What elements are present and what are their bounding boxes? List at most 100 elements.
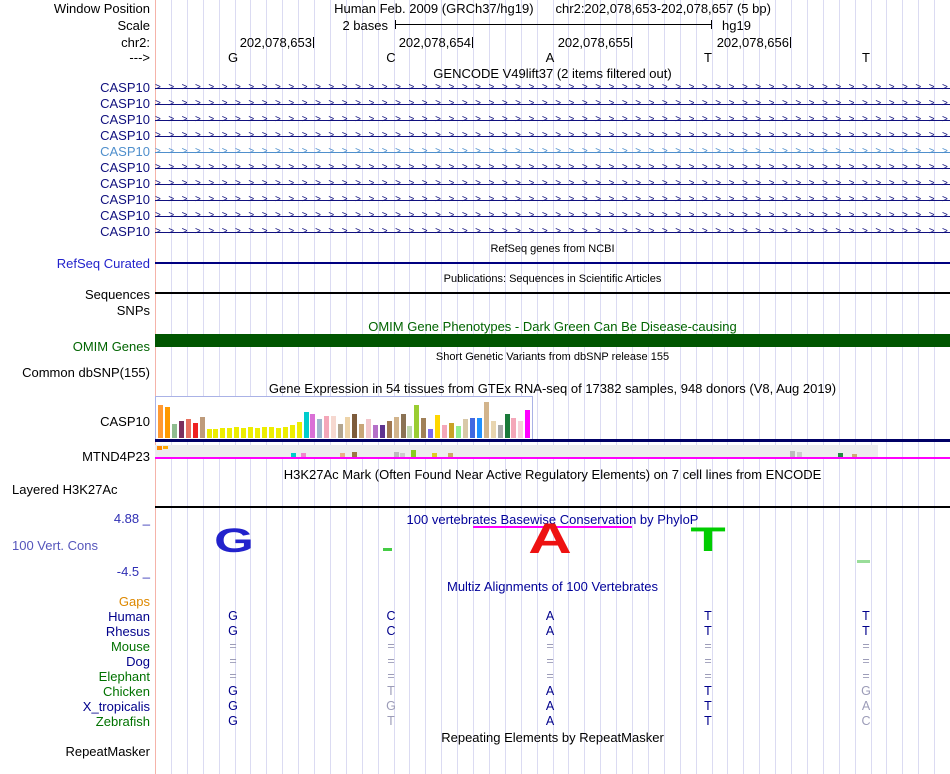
gtex-bar[interactable] [518, 421, 524, 438]
species-label-rhesus[interactable]: Rhesus [105, 624, 150, 639]
omim-gene-bar[interactable] [155, 334, 950, 347]
mtnd4p23-bar[interactable] [340, 453, 345, 457]
gtex-bar[interactable] [303, 412, 309, 438]
mtnd4p23-bar[interactable] [448, 453, 453, 457]
gene-label-casp10[interactable]: CASP10 [100, 144, 150, 159]
gtex-bar[interactable] [407, 426, 413, 438]
gtex-bar[interactable] [185, 419, 191, 438]
species-label-elephant[interactable]: Elephant [98, 669, 150, 684]
gene-transcript-row[interactable]: >>>>>>>>>>>>>>>>>>>>>>>>>>>>>>>>>>>>>>>>… [155, 128, 950, 144]
species-label-mouse[interactable]: Mouse [110, 639, 150, 654]
gtex-bar[interactable] [338, 424, 344, 438]
mtnd4p23-label[interactable]: MTND4P23 [82, 449, 150, 464]
dbsnp-label[interactable]: Common dbSNP(155) [22, 365, 150, 380]
gtex-bar[interactable] [428, 429, 434, 438]
gtex-bar[interactable] [206, 429, 212, 438]
refseq-gene-line[interactable] [155, 262, 950, 264]
gtex-bar[interactable] [442, 425, 448, 438]
gene-transcript-row[interactable]: >>>>>>>>>>>>>>>>>>>>>>>>>>>>>>>>>>>>>>>>… [155, 112, 950, 128]
mtnd4p23-bar[interactable] [163, 446, 168, 449]
gtex-bar[interactable] [455, 426, 461, 438]
species-label-human[interactable]: Human [108, 609, 150, 624]
gtex-bar[interactable] [192, 423, 198, 438]
gtex-bar[interactable] [352, 414, 358, 438]
gene-label-casp10[interactable]: CASP10 [100, 192, 150, 207]
gaps-label[interactable]: Gaps [118, 594, 150, 609]
gtex-bar[interactable] [449, 423, 455, 438]
gtex-bar[interactable] [213, 429, 219, 438]
gtex-bar[interactable] [310, 414, 316, 438]
conservation-letter[interactable]: T [690, 521, 726, 559]
gtex-bar[interactable] [400, 414, 406, 438]
gtex-bar[interactable] [393, 417, 399, 438]
gtex-bar[interactable] [469, 418, 475, 438]
gtex-bar[interactable] [171, 424, 177, 438]
gtex-gene-label[interactable]: CASP10 [100, 414, 150, 429]
mtnd4p23-bar[interactable] [291, 453, 296, 457]
gtex-bar[interactable] [275, 428, 281, 438]
gene-transcript-row[interactable]: >>>>>>>>>>>>>>>>>>>>>>>>>>>>>>>>>>>>>>>>… [155, 96, 950, 112]
gene-transcript-row[interactable]: >>>>>>>>>>>>>>>>>>>>>>>>>>>>>>>>>>>>>>>>… [155, 80, 950, 96]
sequences-label[interactable]: Sequences [84, 287, 150, 302]
species-label-dog[interactable]: Dog [126, 654, 150, 669]
gtex-bar[interactable] [421, 418, 427, 438]
species-label-x_tropicalis[interactable]: X_tropicalis [82, 699, 150, 714]
gtex-bar[interactable] [504, 414, 510, 438]
gtex-bar[interactable] [234, 427, 240, 438]
h3k27ac-baseline[interactable] [155, 506, 950, 508]
gtex-bar[interactable] [497, 425, 503, 438]
mtnd4p23-bar[interactable] [838, 453, 843, 457]
conservation-dash[interactable] [383, 548, 392, 551]
mtnd4p23-bar[interactable] [790, 451, 795, 457]
gtex-bar[interactable] [476, 418, 482, 438]
gtex-baseline[interactable] [155, 439, 950, 442]
gene-transcript-row[interactable]: >>>>>>>>>>>>>>>>>>>>>>>>>>>>>>>>>>>>>>>>… [155, 176, 950, 192]
gtex-bar[interactable] [268, 427, 274, 438]
gtex-bar[interactable] [296, 422, 302, 438]
gtex-bar[interactable] [435, 415, 441, 438]
mtnd4p23-bar[interactable] [157, 446, 162, 450]
conservation-letter[interactable]: A [528, 515, 572, 563]
h3k27ac-label[interactable]: Layered H3K27Ac [12, 482, 118, 497]
conservation-dash[interactable] [857, 560, 870, 563]
conservation-label[interactable]: 100 Vert. Cons [12, 538, 98, 553]
gtex-bar[interactable] [414, 405, 420, 438]
species-label-zebrafish[interactable]: Zebrafish [95, 714, 150, 729]
gene-transcript-row[interactable]: >>>>>>>>>>>>>>>>>>>>>>>>>>>>>>>>>>>>>>>>… [155, 192, 950, 208]
gene-label-casp10[interactable]: CASP10 [100, 176, 150, 191]
gtex-bar[interactable] [345, 417, 351, 438]
conservation-letter[interactable]: G [214, 522, 254, 560]
gtex-bar[interactable] [255, 428, 261, 438]
gtex-bar[interactable] [324, 416, 330, 438]
mtnd4p23-track[interactable] [155, 445, 878, 457]
gtex-bar[interactable] [511, 418, 517, 438]
gtex-bar[interactable] [178, 421, 184, 438]
gtex-bar[interactable] [220, 428, 226, 438]
gene-label-casp10[interactable]: CASP10 [100, 128, 150, 143]
mtnd4p23-bar[interactable] [432, 453, 437, 457]
gtex-bar[interactable] [248, 427, 254, 438]
gtex-bar[interactable] [317, 419, 323, 438]
gtex-bar[interactable] [386, 421, 392, 438]
mtnd4p23-bar[interactable] [400, 453, 405, 457]
mtnd4p23-bar[interactable] [852, 454, 857, 457]
gtex-bar[interactable] [358, 424, 364, 438]
gene-label-casp10[interactable]: CASP10 [100, 224, 150, 239]
gtex-bar[interactable] [483, 402, 489, 438]
gene-transcript-row[interactable]: >>>>>>>>>>>>>>>>>>>>>>>>>>>>>>>>>>>>>>>>… [155, 224, 950, 240]
gtex-bar[interactable] [379, 425, 385, 438]
gene-transcript-row[interactable]: >>>>>>>>>>>>>>>>>>>>>>>>>>>>>>>>>>>>>>>>… [155, 160, 950, 176]
gtex-bar[interactable] [525, 410, 531, 438]
gene-label-casp10[interactable]: CASP10 [100, 112, 150, 127]
refseq-curated-label[interactable]: RefSeq Curated [56, 256, 150, 271]
omim-genes-label[interactable]: OMIM Genes [72, 339, 150, 354]
gtex-bar[interactable] [365, 419, 371, 438]
snps-label[interactable]: SNPs [116, 303, 150, 318]
mtnd4p23-bar[interactable] [797, 452, 802, 457]
gene-label-casp10[interactable]: CASP10 [100, 96, 150, 111]
mtnd4p23-bar[interactable] [394, 452, 399, 457]
gene-label-casp10[interactable]: CASP10 [100, 160, 150, 175]
repeatmasker-label[interactable]: RepeatMasker [65, 744, 150, 759]
sequences-item-line[interactable] [155, 292, 950, 294]
gene-transcript-row[interactable]: >>>>>>>>>>>>>>>>>>>>>>>>>>>>>>>>>>>>>>>>… [155, 144, 950, 160]
